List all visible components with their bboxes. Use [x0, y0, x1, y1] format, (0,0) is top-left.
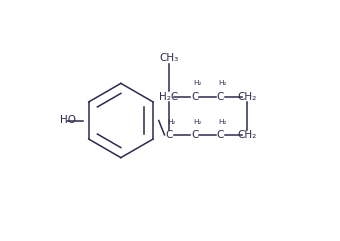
Text: CH₃: CH₃ — [159, 53, 178, 63]
Text: H₂: H₂ — [219, 119, 227, 125]
Text: HO: HO — [60, 115, 76, 126]
Text: H₂C: H₂C — [159, 92, 178, 101]
Text: C: C — [191, 92, 198, 101]
Text: CH₂: CH₂ — [237, 130, 256, 140]
Text: H₂: H₂ — [167, 119, 175, 125]
Text: C: C — [191, 130, 198, 140]
Text: H₂: H₂ — [219, 80, 227, 86]
Text: C: C — [217, 130, 224, 140]
Text: H₂: H₂ — [193, 80, 201, 86]
Text: C: C — [165, 130, 172, 140]
Text: H₂: H₂ — [193, 119, 201, 125]
Text: C: C — [217, 92, 224, 101]
Text: CH₂: CH₂ — [237, 92, 256, 101]
